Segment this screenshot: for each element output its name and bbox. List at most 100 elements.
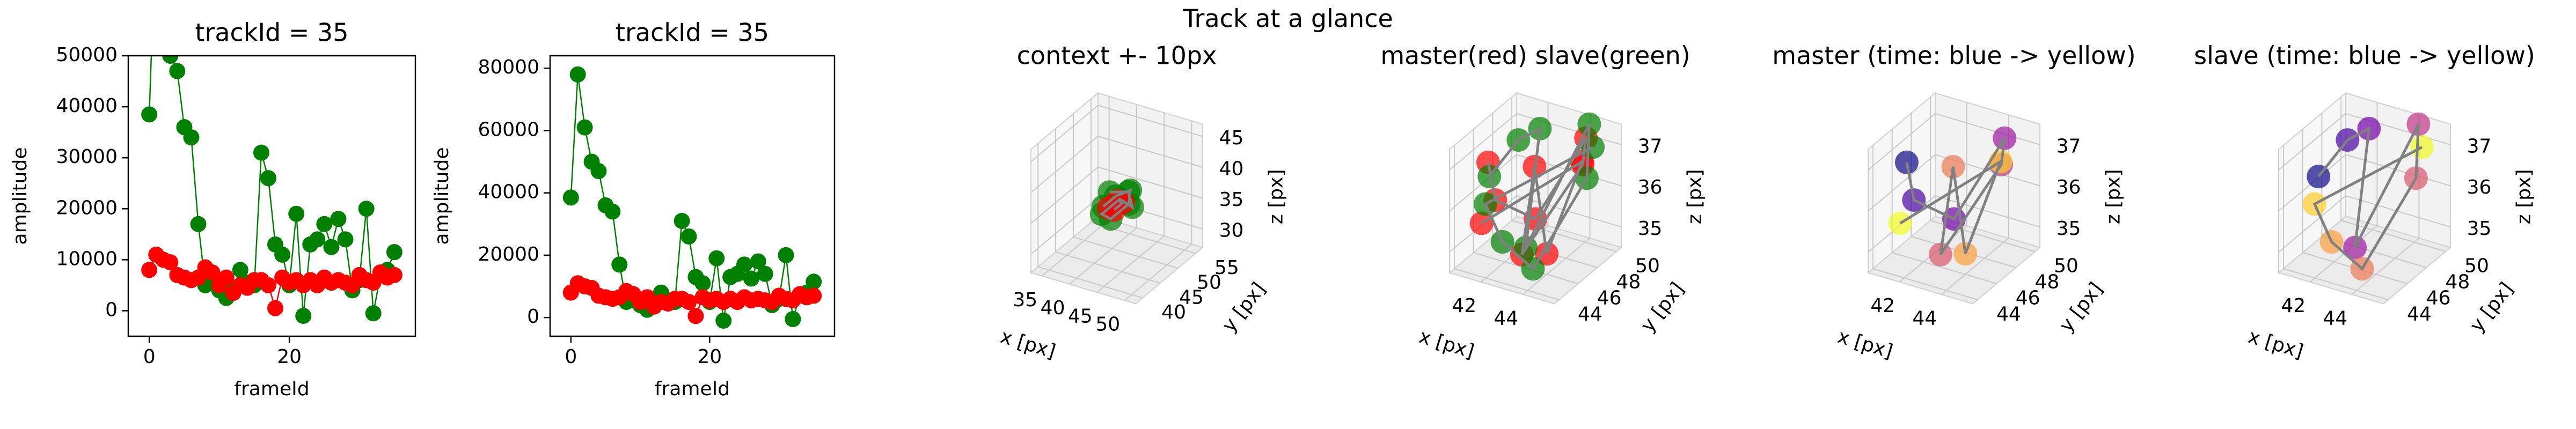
x-tick-label: 44: [2323, 307, 2347, 329]
track-line: [1481, 137, 1587, 256]
data-point: [611, 256, 628, 273]
data-point: [204, 264, 221, 281]
data-point: [337, 231, 354, 248]
grid-line: [1037, 266, 1143, 299]
y-tick-label: 48: [1616, 271, 1641, 293]
x-tick-label: 0: [143, 346, 156, 368]
data-point: [750, 253, 766, 270]
z-tick-label: 36: [2467, 176, 2492, 198]
data-point: [743, 270, 759, 287]
grid-line: [1941, 238, 2009, 295]
y-tick-label: 20000: [56, 197, 118, 219]
z-tick-label: 36: [1638, 176, 1663, 198]
y-tick-label: 44: [2407, 303, 2432, 325]
grid-line: [2278, 113, 2346, 171]
data-point: [736, 256, 752, 273]
y-tick-label: 55: [1214, 257, 1239, 279]
y-tick-label: 0: [527, 306, 539, 328]
track-line: [1108, 199, 1126, 211]
grid-line: [2278, 195, 2346, 253]
data-point: [715, 312, 732, 329]
chart-title: trackId = 35: [195, 18, 348, 47]
z-tick-label: 35: [2467, 218, 2492, 240]
data-point: [562, 189, 579, 206]
y-tick-label: 50: [2054, 255, 2079, 277]
x-axis-label: frameId: [655, 378, 730, 400]
grid-line: [1868, 113, 1936, 171]
x-tick-label: 42: [1870, 295, 1895, 317]
x-axis-label: frameId: [234, 378, 309, 400]
x-tick-label: 35: [1013, 289, 1037, 311]
x-axis-label: x [px]: [2245, 326, 2306, 363]
data-point: [806, 287, 822, 304]
x-axis-label: x [px]: [1835, 326, 1895, 363]
z-tick-label: 36: [2057, 176, 2081, 198]
track-line: [2312, 123, 2423, 271]
data-point: [680, 294, 697, 310]
grid-line: [1030, 197, 1099, 255]
y-axis-label: y [px]: [2466, 278, 2518, 336]
data-point: [386, 267, 402, 283]
data-point: [316, 216, 333, 232]
z-axis-label: z [px]: [1265, 169, 1287, 225]
data-point: [162, 254, 179, 271]
pane-left: [1030, 92, 1099, 274]
x-tick-label: 44: [1494, 307, 1518, 329]
grid-line: [2351, 238, 2420, 295]
z-tick-label: 45: [1219, 127, 1244, 149]
z-tick-label: 35: [1219, 189, 1244, 211]
x-axis-label: x [px]: [998, 326, 1058, 363]
data-point: [267, 300, 284, 316]
x-tick-label: 44: [1912, 307, 1937, 329]
grid-line: [1872, 268, 1978, 300]
z-tick-label: 30: [1219, 220, 1244, 242]
x-tick-label: 20: [697, 346, 722, 368]
data-point: [141, 106, 158, 123]
data-point: [330, 211, 347, 227]
z-tick-label: 35: [1638, 218, 1663, 240]
y-tick-label: 44: [1578, 303, 1602, 325]
data-point: [141, 262, 158, 278]
data-point: [358, 201, 375, 217]
data-point: [708, 250, 725, 267]
data-point: [757, 265, 773, 282]
grid-line: [2345, 195, 2451, 228]
y-axis-label: amplitude: [9, 147, 31, 245]
y-tick-label: 48: [2445, 271, 2470, 293]
grid-line: [1030, 166, 1099, 224]
data-point: [190, 216, 207, 232]
data-point: [785, 311, 801, 328]
axes-frame: [549, 55, 836, 337]
x-axis-label: x [px]: [1416, 326, 1476, 363]
x-tick-label: 42: [1452, 295, 1476, 317]
figure-title: Track at a glance: [1182, 4, 1393, 33]
grid-line: [1097, 105, 1203, 137]
x-tick-label: 20: [277, 346, 302, 368]
plot-area: [562, 66, 822, 329]
axes-frame: [127, 55, 416, 337]
data-point: [694, 275, 711, 292]
chart-title: context +- 10px: [1017, 41, 1217, 70]
chart-title: master (time: blue -> yellow): [1772, 41, 2135, 70]
y-tick-label: 0: [105, 299, 118, 321]
y-tick-label: 50: [1197, 272, 1221, 294]
y-tick-label: 46: [1597, 287, 1622, 309]
chart-title: master(red) slave(green): [1380, 41, 1690, 70]
y-axis-label: amplitude: [431, 147, 453, 245]
grid-line: [1454, 268, 1560, 300]
data-point: [386, 244, 402, 261]
data-point: [778, 247, 794, 263]
y-axis-label: y [px]: [2055, 278, 2107, 336]
data-point: [232, 262, 248, 278]
grid-line: [1041, 219, 1110, 277]
data-point: [260, 277, 276, 293]
y-tick-label: 50: [2464, 255, 2489, 277]
y-tick-label: 20000: [478, 243, 539, 265]
data-point: [680, 228, 697, 245]
grid-line: [1055, 251, 1161, 284]
chart-title: trackId = 35: [616, 18, 769, 47]
grid-line: [1073, 236, 1179, 269]
data-point: [218, 269, 235, 286]
z-tick-label: 35: [2057, 218, 2081, 240]
data-point: [274, 246, 291, 263]
